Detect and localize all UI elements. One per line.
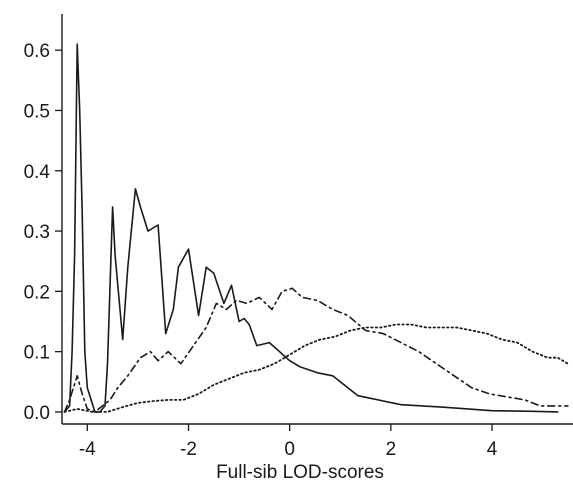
y-tick-label: 0.5 <box>24 101 50 122</box>
y-tick-label: 0.4 <box>24 162 51 183</box>
x-tick-label: -4 <box>79 439 96 460</box>
y-tick-label: 0.3 <box>24 222 50 243</box>
axes: 0.0 0.1 0.2 0.3 0.4 0.5 0.6 -4 -2 0 2 4 <box>24 14 573 460</box>
x-tick-label: -2 <box>180 439 197 460</box>
series-layer <box>63 43 569 413</box>
series-line-dashdot <box>63 287 569 413</box>
y-tick-label: 0.1 <box>24 343 50 364</box>
series-line-solid <box>63 43 559 413</box>
y-tick-label: 0.2 <box>24 282 50 303</box>
y-tick-label: 0.0 <box>24 403 50 424</box>
x-tick-label: 2 <box>386 439 397 460</box>
x-tick-label: 4 <box>487 439 498 460</box>
series-line-dotted <box>63 323 569 413</box>
x-tick-label: 0 <box>284 439 295 460</box>
x-axis-label: Full-sib LOD-scores <box>216 462 384 483</box>
y-tick-label: 0.6 <box>24 41 50 62</box>
